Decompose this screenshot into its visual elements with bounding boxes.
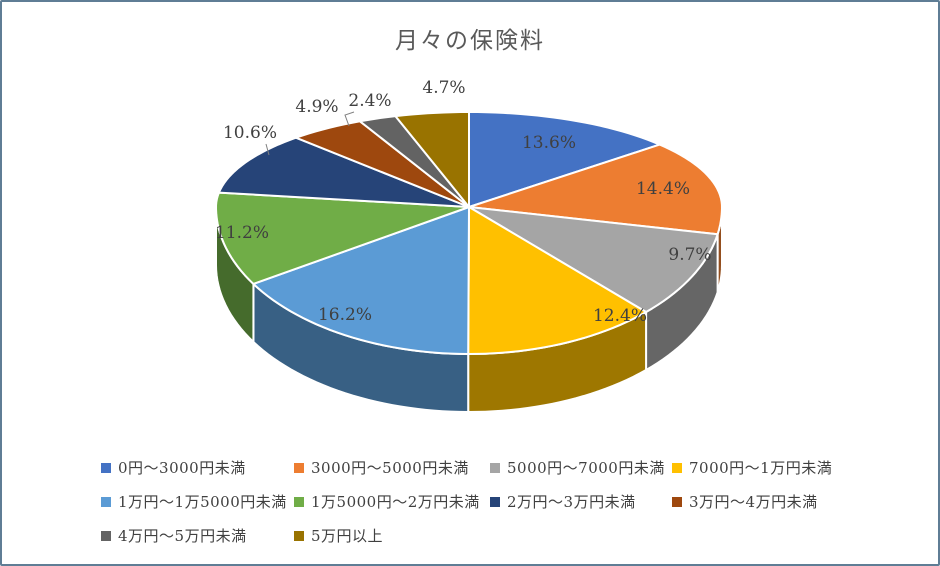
legend-label-2: 5000円〜7000円未満 bbox=[507, 459, 665, 477]
data-label-1: 14.4% bbox=[636, 179, 690, 199]
pie-slice-7 bbox=[294, 120, 470, 208]
pie-slice-5 bbox=[215, 191, 470, 285]
pie-slice-8 bbox=[358, 115, 470, 208]
leader-line-0 bbox=[265, 143, 270, 156]
legend-label-5: 1万5000円〜2万円未満 bbox=[311, 493, 480, 511]
pie-slice-0 bbox=[468, 111, 661, 208]
data-label-0: 13.6% bbox=[522, 133, 576, 153]
legend-swatch-2 bbox=[490, 463, 500, 473]
pie-slice-6 bbox=[217, 136, 470, 208]
legend-label-6: 2万円〜3万円未満 bbox=[507, 493, 636, 511]
data-label-2: 9.7% bbox=[668, 245, 711, 265]
legend-swatch-7 bbox=[672, 497, 682, 507]
legend-item-1: 3000円〜5000円未満 bbox=[294, 458, 490, 478]
legend-label-3: 7000円〜1万円未満 bbox=[689, 459, 833, 477]
legend-swatch-4 bbox=[101, 497, 111, 507]
legend-swatch-0 bbox=[101, 463, 111, 473]
pie-slice-4 bbox=[252, 206, 470, 355]
data-label-9: 4.7% bbox=[422, 78, 465, 98]
legend-item-9: 5万円以上 bbox=[294, 526, 490, 546]
legend-swatch-9 bbox=[294, 531, 304, 541]
legend-item-3: 7000円〜1万円未満 bbox=[672, 458, 832, 478]
pie-chart-3d: 13.6% 14.4% 9.7% 12.4% 16.2% 11.2% 10.6% 4.9% 2.… bbox=[215, 78, 723, 413]
pie-slice-1 bbox=[468, 143, 723, 236]
legend-item-4: 1万円〜1万5000円未満 bbox=[101, 492, 294, 512]
legend-label-0: 0円〜3000円未満 bbox=[118, 459, 246, 477]
legend-swatch-5 bbox=[294, 497, 304, 507]
data-label-6: 10.6% bbox=[223, 123, 277, 143]
legend-label-8: 4万円〜5万円未満 bbox=[118, 527, 247, 545]
legend-item-2: 5000円〜7000円未満 bbox=[490, 458, 672, 478]
legend-label-1: 3000円〜5000円未満 bbox=[311, 459, 469, 477]
data-label-4: 16.2% bbox=[318, 305, 372, 325]
legend-item-0: 0円〜3000円未満 bbox=[101, 458, 294, 478]
legend-item-8: 4万円〜5万円未満 bbox=[101, 526, 294, 546]
legend-label-7: 3万円〜4万円未満 bbox=[689, 493, 818, 511]
pie-slice-3 bbox=[467, 206, 648, 355]
legend-label-9: 5万円以上 bbox=[311, 527, 384, 545]
pie-slice-2 bbox=[468, 206, 719, 313]
data-label-5: 11.2% bbox=[215, 223, 269, 243]
leader-line-1 bbox=[344, 111, 355, 127]
legend-item-6: 2万円〜3万円未満 bbox=[490, 492, 672, 512]
data-label-3: 12.4% bbox=[593, 306, 647, 326]
legend-item-7: 3万円〜4万円未満 bbox=[672, 492, 832, 512]
legend-swatch-8 bbox=[101, 531, 111, 541]
legend-swatch-6 bbox=[490, 497, 500, 507]
legend-swatch-1 bbox=[294, 463, 304, 473]
data-label-8: 2.4% bbox=[348, 91, 391, 111]
chart-title: 月々の保険料 bbox=[395, 28, 545, 54]
chart-legend: 0円〜3000円未満 3000円〜5000円未満 5000円〜7000円未満 7000… bbox=[101, 458, 832, 546]
legend-swatch-3 bbox=[672, 463, 682, 473]
pie-slice-9 bbox=[394, 111, 470, 208]
legend-label-4: 1万円〜1万5000円未満 bbox=[118, 493, 287, 511]
legend-item-5: 1万5000円〜2万円未満 bbox=[294, 492, 490, 512]
data-label-7: 4.9% bbox=[295, 97, 338, 117]
